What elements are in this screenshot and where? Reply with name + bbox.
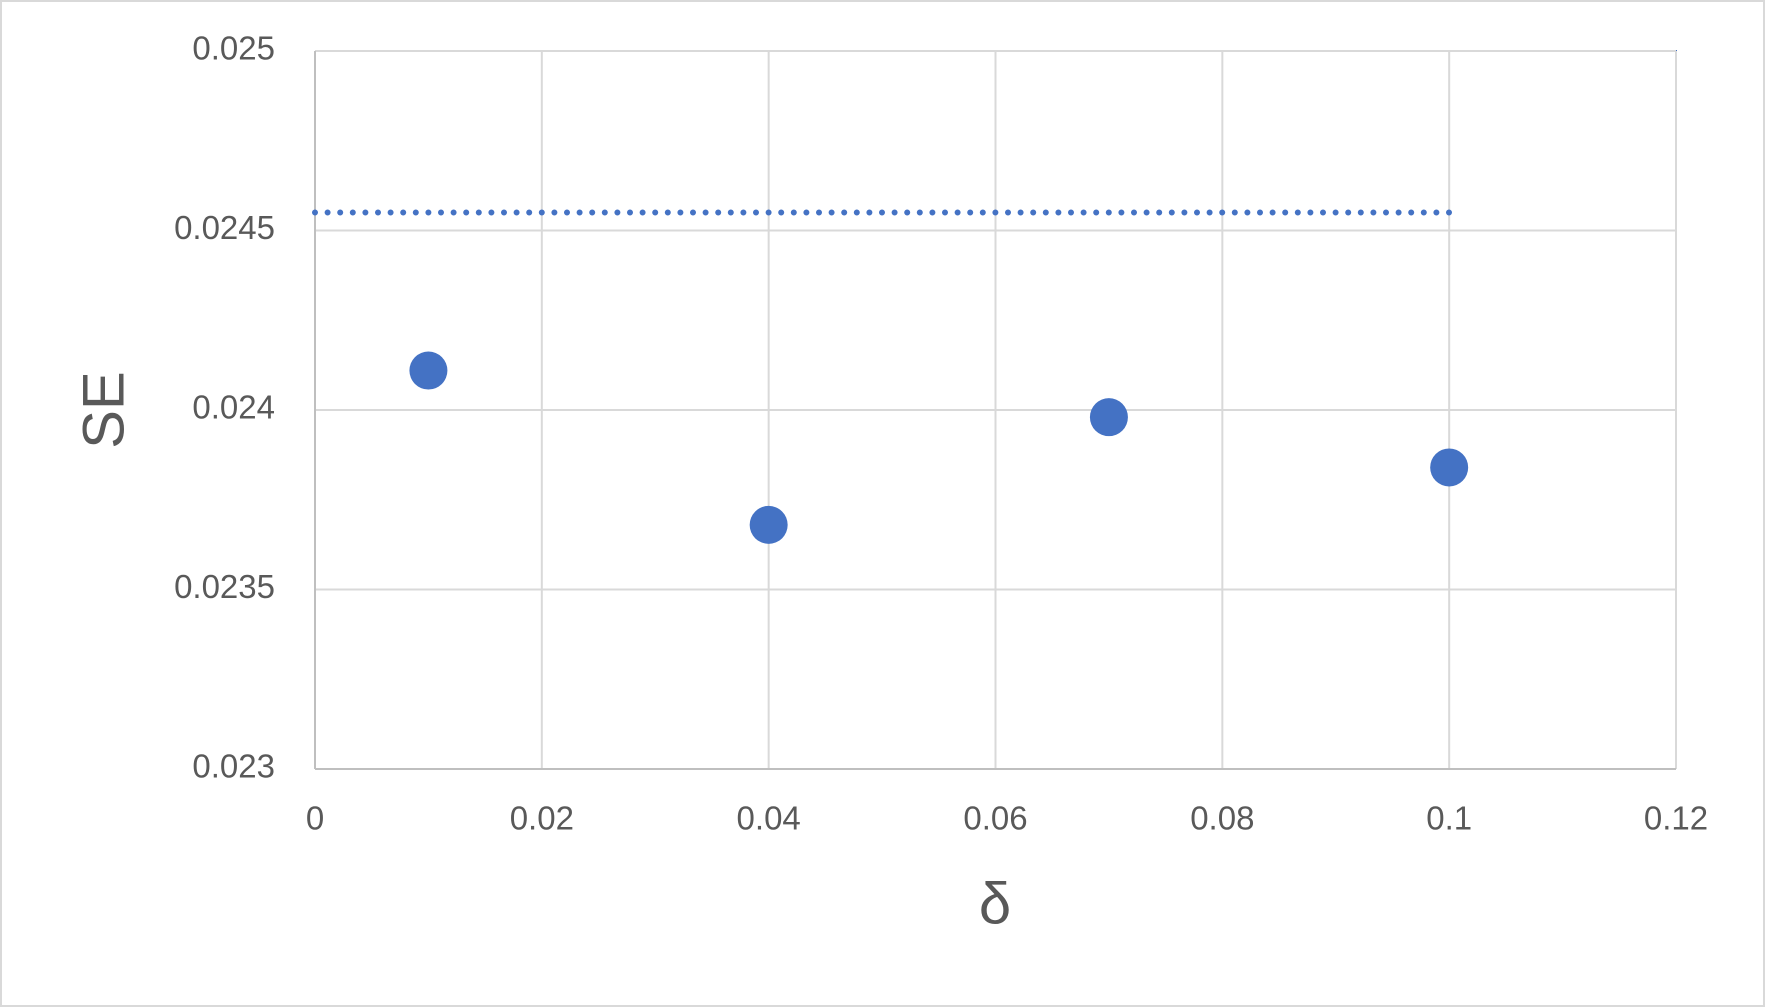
y-tick-label: 0.024 bbox=[192, 389, 275, 426]
point bbox=[749, 505, 788, 544]
x-tick-label: 0.04 bbox=[737, 800, 801, 837]
point bbox=[1089, 398, 1128, 437]
x-tick-label: 0.02 bbox=[510, 800, 574, 837]
y-tick-label: 0.025 bbox=[192, 30, 275, 67]
y-axis-title: SE bbox=[71, 371, 136, 448]
y-tick-label: 0.0245 bbox=[174, 209, 275, 246]
x-tick-label: 0.08 bbox=[1190, 800, 1254, 837]
x-tick-label: 0.1 bbox=[1426, 800, 1472, 837]
x-tick-label: 0.06 bbox=[963, 800, 1027, 837]
x-tick-label: 0.12 bbox=[1644, 800, 1708, 837]
y-tick-label: 0.0235 bbox=[174, 568, 275, 605]
point bbox=[409, 351, 448, 390]
x-tick-label: 0 bbox=[306, 800, 324, 837]
y-tick-label: 0.023 bbox=[192, 748, 275, 785]
x-axis-title: δ bbox=[979, 871, 1011, 936]
point bbox=[1430, 448, 1469, 487]
